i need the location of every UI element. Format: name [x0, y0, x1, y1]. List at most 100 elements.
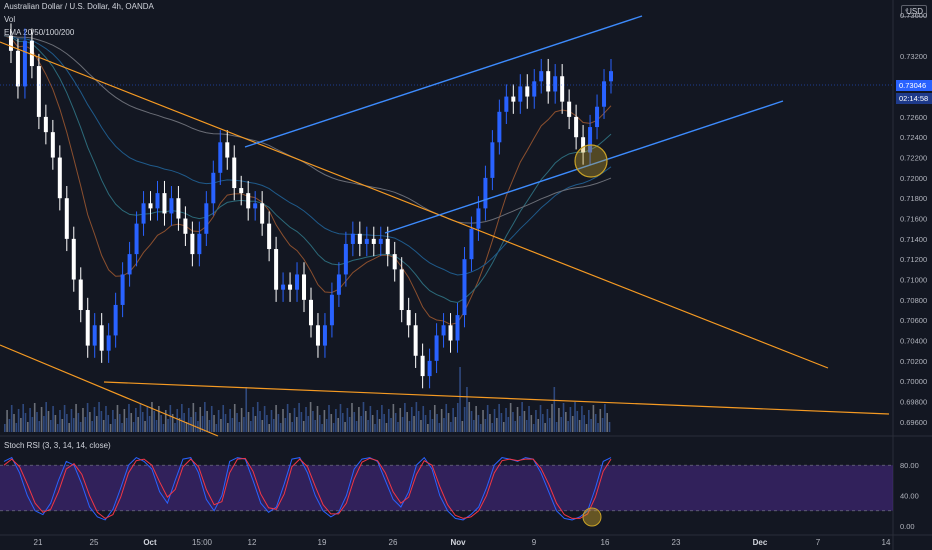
volume-bar — [606, 413, 609, 432]
volume-bar — [151, 402, 153, 432]
volume-bar — [98, 402, 100, 432]
volume-bar — [385, 423, 388, 432]
volume-bar — [263, 406, 266, 432]
candle-body — [462, 259, 467, 316]
last-price-tag: 0.73046 — [896, 80, 932, 91]
time-tick-label: 26 — [389, 538, 398, 547]
volume-bar — [459, 367, 461, 432]
candle-body — [169, 198, 174, 214]
candle-body — [574, 116, 579, 138]
volume-bar — [167, 419, 169, 432]
volume-bar — [15, 423, 18, 432]
volume-bar — [89, 412, 91, 432]
volume-bar — [594, 414, 597, 432]
volume-bar — [433, 405, 436, 432]
candle-body — [288, 284, 293, 290]
rsi-tick-label: 80.00 — [900, 461, 919, 470]
price-tick-label: 0.70800 — [900, 296, 927, 305]
volume-bar — [61, 419, 64, 432]
candle-body — [504, 96, 509, 112]
volume-bar — [132, 422, 135, 432]
volume-bar — [318, 415, 321, 432]
volume-bar — [447, 413, 450, 432]
candle-body — [448, 325, 453, 341]
volume-bar — [601, 418, 604, 432]
candle-body — [64, 198, 69, 239]
volume-bar — [484, 419, 487, 432]
volume-bar — [387, 409, 390, 432]
volume-bar — [367, 420, 369, 432]
volume-bar — [475, 406, 477, 432]
volume-bar — [312, 411, 314, 432]
volume-bar — [210, 406, 213, 432]
volume-bar — [40, 407, 43, 432]
candle-body — [378, 238, 383, 244]
candle-body — [50, 132, 55, 158]
volume-bar — [279, 423, 282, 432]
candle-body — [595, 106, 600, 128]
volume-bar — [231, 418, 234, 432]
candle-body — [141, 203, 146, 224]
candle-body — [406, 310, 411, 326]
volume-bar — [525, 420, 528, 432]
volume-bar — [341, 413, 344, 432]
time-tick-label: 23 — [672, 538, 681, 547]
candle-body — [497, 111, 502, 143]
volume-bar — [514, 421, 517, 432]
candle-body — [434, 335, 439, 361]
candle-body — [525, 86, 530, 97]
volume-bar — [121, 423, 123, 432]
volume-bar — [309, 402, 312, 432]
candle-body — [274, 249, 279, 290]
volume-bar — [247, 412, 250, 432]
volume-bar — [243, 417, 245, 432]
orange-base-trendline — [103, 381, 890, 415]
ema-line — [3, 35, 612, 224]
volume-bar — [66, 414, 68, 432]
currency-selector[interactable]: ▾ USD — [901, 5, 927, 17]
candle-body — [350, 233, 355, 244]
price-tick-label: 0.72400 — [900, 133, 927, 142]
price-tick-label: 0.70000 — [900, 377, 927, 386]
candle-body — [295, 274, 300, 290]
volume-bar — [539, 405, 542, 432]
candle-body — [302, 274, 307, 300]
volume-bar — [427, 424, 429, 432]
volume-bar — [261, 420, 264, 432]
volume-bar — [486, 405, 489, 432]
candle-body — [106, 335, 111, 351]
volume-bar — [415, 402, 418, 432]
volume-bar — [413, 416, 415, 432]
volume-bar — [24, 413, 27, 432]
volume-bar — [116, 405, 119, 432]
volume-bar — [477, 415, 480, 432]
volume-bar — [114, 419, 116, 432]
ema-line — [3, 35, 612, 276]
volume-bar — [362, 402, 365, 432]
price-tick-label: 0.71800 — [900, 194, 927, 203]
volume-bar — [571, 416, 574, 432]
volume-bar — [181, 404, 183, 432]
volume-bar — [100, 411, 103, 432]
volume-bar — [56, 424, 59, 432]
volume-bar — [321, 424, 323, 432]
volume-bar — [346, 408, 349, 432]
volume-bar — [213, 415, 215, 432]
time-tick-label: Nov — [450, 538, 466, 547]
candle-body — [490, 142, 495, 178]
volume-bar — [544, 423, 546, 432]
volume-bar — [330, 414, 333, 432]
blue-channel-bottom — [384, 100, 784, 234]
time-tick-label: 12 — [248, 538, 257, 547]
time-tick-label: 19 — [318, 538, 327, 547]
volume-bar — [86, 403, 89, 432]
volume-bar — [431, 419, 434, 432]
stoch-rsi-label: Stoch RSI (3, 3, 14, 14, close) — [4, 441, 111, 450]
price-tick-label: 0.73200 — [900, 52, 927, 61]
volume-bar — [542, 414, 544, 432]
volume-bar — [284, 418, 287, 432]
price-tick-label: 0.73600 — [900, 11, 927, 20]
volume-bar — [351, 403, 353, 432]
volume-bar — [394, 413, 397, 432]
